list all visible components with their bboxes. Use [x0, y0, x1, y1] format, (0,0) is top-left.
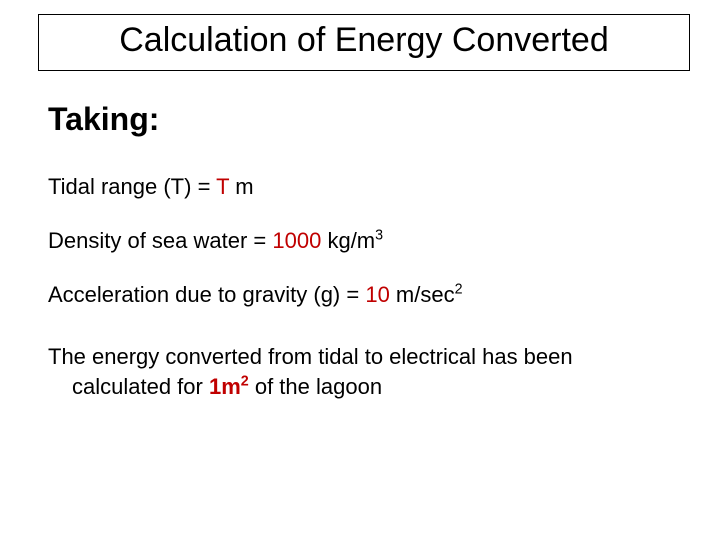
- line-tidal-range: Tidal range (T) = T m: [48, 174, 672, 200]
- line-density: Density of sea water = 1000 kg/m3: [48, 228, 672, 254]
- text: Tidal range (T) =: [48, 174, 216, 199]
- subheading: Taking:: [48, 101, 672, 138]
- slide-title: Calculation of Energy Converted: [53, 21, 675, 60]
- unit: m: [229, 174, 253, 199]
- line-summary: The energy converted from tidal to elect…: [72, 342, 672, 401]
- value-area: 1m2: [209, 374, 249, 399]
- line-gravity: Acceleration due to gravity (g) = 10 m/s…: [48, 282, 672, 308]
- value-density: 1000: [272, 228, 321, 253]
- exponent: 2: [455, 282, 463, 298]
- exponent: 3: [375, 228, 383, 244]
- text: of the lagoon: [249, 374, 382, 399]
- value-tidal-range: T: [216, 174, 229, 199]
- text: Acceleration due to gravity (g) =: [48, 282, 365, 307]
- unit: m/sec: [390, 282, 455, 307]
- value-gravity: 10: [365, 282, 389, 307]
- content-area: Taking: Tidal range (T) = T m Density of…: [0, 71, 720, 401]
- text: Density of sea water =: [48, 228, 272, 253]
- title-box: Calculation of Energy Converted: [38, 14, 690, 71]
- unit: kg/m: [321, 228, 375, 253]
